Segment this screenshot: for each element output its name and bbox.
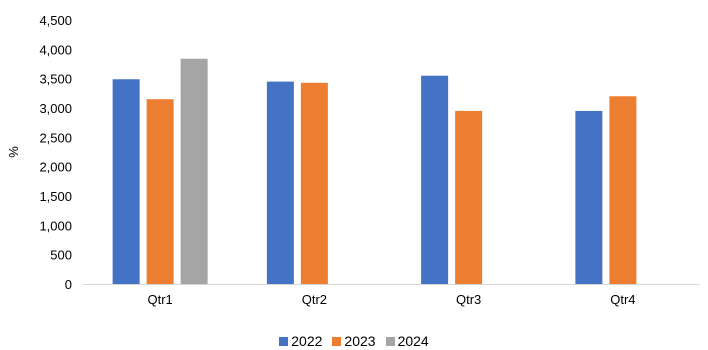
bar-2023-Qtr4: [609, 96, 637, 285]
y-axis-ticks: 0 500 1,000 1,500 2,000 2,500 3,000 3,500 4,000 4…: [39, 13, 72, 292]
bar-2023-Qtr1: [146, 99, 174, 284]
bar-2024-Qtr1: [180, 58, 208, 284]
y-tick-label: 1,500: [39, 189, 72, 204]
bar-2022-Qtr1: [112, 79, 140, 285]
x-tick-label: Qtr1: [147, 292, 172, 307]
x-axis-ticks: Qtr1 Qtr2 Qtr3 Qtr4: [147, 292, 635, 307]
legend-swatch-2024: [385, 336, 395, 346]
bars: [112, 58, 637, 285]
x-tick-label: Qtr4: [610, 292, 635, 307]
bar-2023-Qtr3: [455, 110, 483, 284]
bar-2023-Qtr2: [300, 82, 328, 284]
legend-item-2024: 2024: [385, 333, 429, 349]
y-tick-label: 1,000: [39, 218, 72, 233]
bar-2022-Qtr2: [266, 81, 294, 284]
y-tick-label: 3,500: [39, 72, 72, 87]
y-tick-label: 0: [65, 277, 72, 292]
legend-item-2023: 2023: [332, 333, 376, 349]
bar-2022-Qtr4: [575, 110, 603, 284]
x-tick-label: Qtr2: [302, 292, 327, 307]
bar-2022-Qtr3: [421, 75, 449, 284]
legend: 2022 2023 2024: [0, 332, 708, 350]
legend-label-2024: 2024: [397, 333, 429, 349]
legend-swatch-2022: [279, 336, 289, 346]
legend-item-2022: 2022: [279, 333, 322, 349]
legend-label-2023: 2023: [344, 333, 376, 349]
legend-label-2022: 2022: [291, 333, 323, 349]
x-tick-label: Qtr3: [456, 292, 481, 307]
y-tick-label: 500: [50, 248, 72, 263]
bar-chart: % 0 500 1,000 1,500 2,000 2,500 3,000 3,500 4,00…: [6, 13, 700, 307]
legend-swatch-2023: [332, 336, 342, 346]
y-tick-label: 4,500: [39, 13, 72, 28]
y-tick-label: 2,000: [39, 160, 72, 175]
y-tick-label: 4,000: [39, 42, 72, 57]
y-tick-label: 3,000: [39, 101, 72, 116]
y-tick-label: 2,500: [39, 130, 72, 145]
y-axis-label: %: [6, 146, 21, 158]
